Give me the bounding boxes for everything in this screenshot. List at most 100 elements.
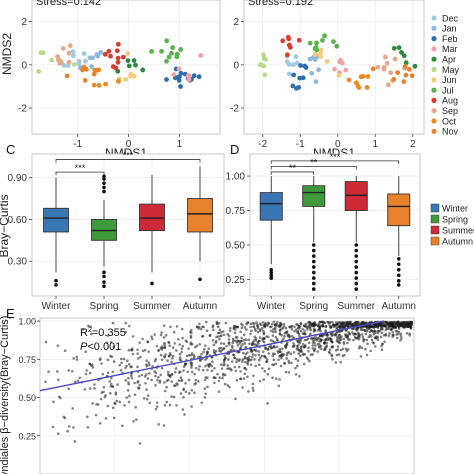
point — [394, 325, 398, 328]
point — [248, 342, 251, 345]
legend-label-feb: Feb — [442, 34, 458, 44]
point — [145, 397, 149, 401]
point — [215, 340, 218, 343]
point — [238, 347, 242, 350]
point — [369, 335, 373, 338]
point — [202, 347, 206, 351]
legend-label-autumn: Autumn — [442, 236, 473, 246]
point — [251, 353, 255, 356]
point — [271, 363, 274, 366]
point — [283, 335, 286, 338]
point — [280, 356, 283, 360]
point — [172, 330, 176, 334]
panel-d-boxes — [259, 176, 411, 291]
legend-dot-may — [431, 66, 437, 73]
point — [234, 397, 237, 401]
point — [391, 330, 394, 334]
point — [317, 346, 321, 349]
point-apr — [126, 63, 132, 69]
point-dec — [286, 71, 292, 77]
point — [252, 325, 255, 328]
point — [237, 350, 240, 354]
panel-c-y-label: Bray−Curtis — [0, 194, 11, 257]
point-oct — [96, 82, 102, 88]
point — [388, 332, 391, 335]
point-jan — [316, 67, 321, 73]
point — [341, 347, 345, 351]
point-jun — [324, 59, 330, 64]
bracket-line — [55, 171, 105, 176]
point-apr — [403, 60, 409, 66]
point — [177, 379, 181, 382]
point-sep — [66, 50, 72, 56]
point — [175, 349, 178, 352]
panel-b-x-ticks: -2 -1 0 1 2 — [258, 134, 416, 150]
point — [292, 350, 296, 354]
point — [373, 331, 377, 335]
point — [175, 325, 179, 328]
point — [264, 347, 267, 350]
legend-dot-jan — [431, 25, 437, 31]
point-aug — [108, 53, 113, 59]
point — [90, 363, 94, 366]
panel-e-gridlines — [40, 318, 414, 474]
point — [127, 348, 131, 352]
point — [263, 324, 266, 328]
legend-dot-sep — [431, 108, 437, 114]
point — [388, 320, 391, 324]
point — [390, 323, 393, 327]
point — [90, 332, 93, 336]
point — [133, 381, 136, 385]
point — [137, 386, 140, 390]
point — [227, 338, 231, 341]
outlier — [311, 270, 316, 275]
point — [193, 391, 196, 395]
outlier — [311, 276, 316, 280]
point — [251, 386, 255, 390]
point — [150, 335, 153, 338]
point — [114, 393, 118, 396]
point — [181, 336, 184, 340]
y-tick-label: 0.50 — [226, 240, 246, 251]
point — [346, 341, 349, 345]
panel-d-y-ticks: 1.00 0.75 0.50 0.25 — [226, 172, 250, 286]
point — [72, 357, 75, 360]
point — [316, 337, 320, 341]
point — [261, 350, 265, 354]
point — [197, 355, 200, 359]
outlier — [396, 268, 401, 272]
legend-label-jul: Jul — [442, 85, 454, 95]
point — [174, 367, 178, 370]
point — [160, 358, 164, 362]
point — [206, 376, 209, 380]
point — [253, 322, 256, 325]
outlier — [311, 259, 316, 264]
x-tick-label-winter: Winter — [257, 301, 287, 312]
point — [258, 329, 262, 333]
point — [271, 352, 275, 355]
y-tick-label: 1.00 — [18, 317, 36, 327]
point — [328, 348, 332, 351]
point — [331, 340, 334, 344]
point — [125, 359, 129, 363]
point — [201, 334, 205, 338]
point-sep — [388, 70, 394, 76]
point — [136, 352, 139, 355]
point — [190, 366, 193, 369]
point — [302, 352, 305, 356]
point — [331, 320, 334, 324]
box-body — [43, 207, 69, 233]
point — [357, 331, 360, 335]
point-sep — [382, 54, 388, 60]
point — [212, 376, 216, 380]
point — [213, 381, 216, 385]
point — [219, 346, 222, 350]
box-autumn — [187, 166, 213, 282]
point — [257, 353, 261, 357]
point-jul — [322, 33, 327, 39]
point — [399, 334, 403, 338]
panel-b-points — [258, 33, 418, 91]
point — [175, 404, 178, 407]
point — [300, 350, 303, 353]
point-sep — [57, 61, 63, 66]
